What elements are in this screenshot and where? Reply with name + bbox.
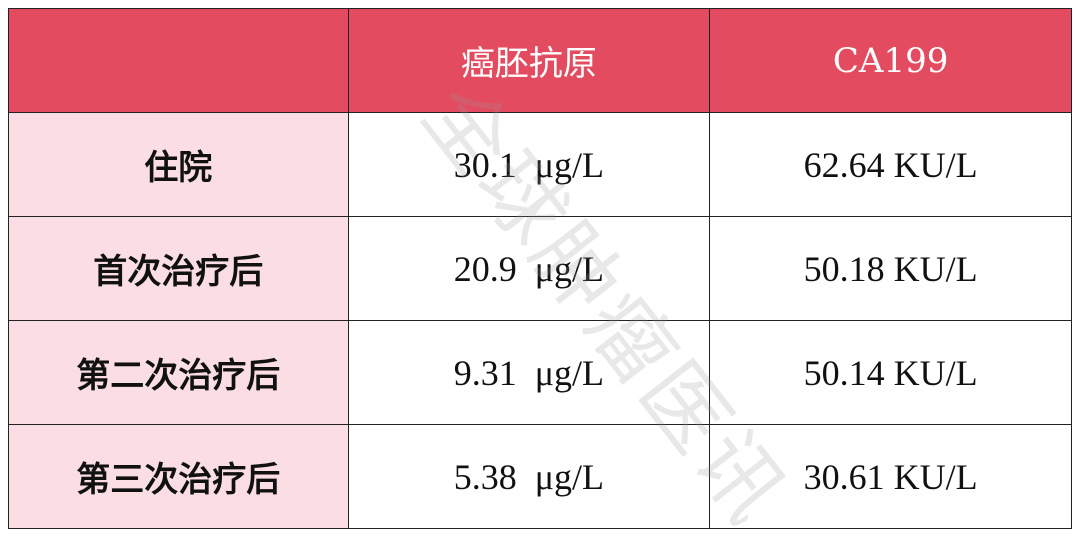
table-row: 住院 30.1 μg/L 62.64 KU/L bbox=[8, 112, 1072, 217]
row-label: 首次治疗后 bbox=[8, 216, 349, 321]
cea-value: 9.31 μg/L bbox=[347, 320, 711, 425]
row-label: 第二次治疗后 bbox=[8, 320, 349, 425]
cea-value: 20.9 μg/L bbox=[347, 216, 711, 321]
row-label: 第三次治疗后 bbox=[8, 424, 349, 529]
table-row: 第二次治疗后 9.31 μg/L 50.14 KU/L bbox=[8, 320, 1072, 425]
table-row: 第三次治疗后 5.38 μg/L 30.61 KU/L bbox=[8, 424, 1072, 529]
ca199-value: 50.14 KU/L bbox=[709, 320, 1072, 425]
marker-table: 癌胚抗原 CA199 住院 30.1 μg/L 62.64 KU/L 首次治疗后… bbox=[8, 8, 1072, 529]
ca199-value: 50.18 KU/L bbox=[709, 216, 1072, 321]
ca199-value: 30.61 KU/L bbox=[709, 424, 1072, 529]
cea-value: 30.1 μg/L bbox=[347, 112, 711, 217]
ca199-value: 62.64 KU/L bbox=[709, 112, 1072, 217]
header-cea: 癌胚抗原 bbox=[347, 8, 711, 113]
header-row: 癌胚抗原 CA199 bbox=[8, 8, 1072, 113]
header-ca199: CA199 bbox=[709, 8, 1072, 113]
cea-value: 5.38 μg/L bbox=[347, 424, 711, 529]
header-empty bbox=[8, 8, 349, 113]
row-label: 住院 bbox=[8, 112, 349, 217]
table-row: 首次治疗后 20.9 μg/L 50.18 KU/L bbox=[8, 216, 1072, 321]
